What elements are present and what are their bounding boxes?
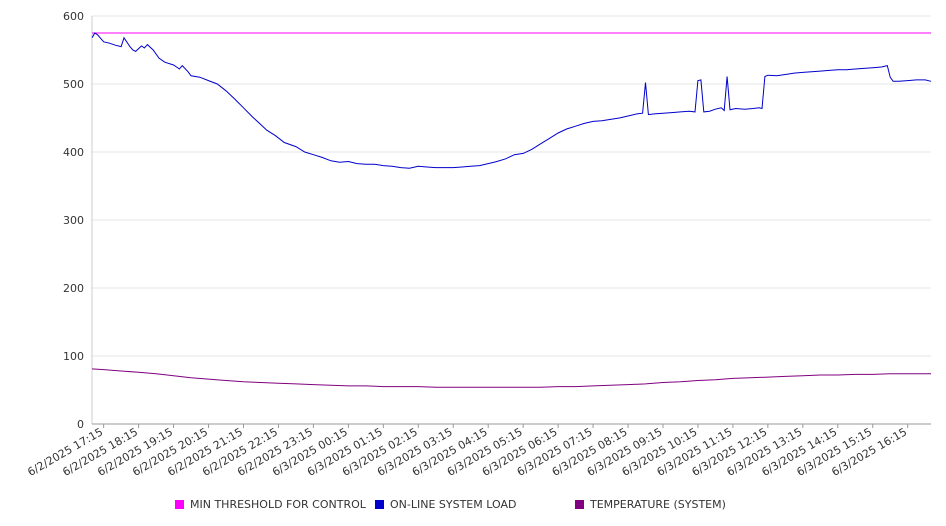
y-tick-label: 600 [63,10,84,23]
y-tick-label: 0 [77,418,84,431]
y-tick-label: 400 [63,146,84,159]
legend-swatch-system-load [375,500,384,509]
series-lines [91,32,932,388]
legend: MIN THRESHOLD FOR CONTROL ON-LINE SYSTEM… [0,498,946,514]
legend-swatch-temperature [575,500,584,509]
legend-label-system-load: ON-LINE SYSTEM LOAD [390,498,517,511]
series-line-temperature [91,368,931,388]
legend-label-threshold: MIN THRESHOLD FOR CONTROL [190,498,366,511]
legend-item-threshold: MIN THRESHOLD FOR CONTROL [175,498,366,511]
y-tick-label: 300 [63,214,84,227]
gridlines [92,15,931,357]
x-tick-labels: 6/2/2025 17:156/2/2025 18:156/2/2025 19:… [25,425,909,479]
legend-label-temperature: TEMPERATURE (SYSTEM) [590,498,726,511]
y-tick-label: 500 [63,78,84,91]
y-tick-label: 100 [63,350,84,363]
series-line-system-load [91,32,932,169]
legend-item-system-load: ON-LINE SYSTEM LOAD [375,498,516,511]
legend-item-temperature: TEMPERATURE (SYSTEM) [575,498,726,511]
y-tick-labels: 0 100 200 300 400 500 600 [63,10,84,431]
y-tick-label: 200 [63,282,84,295]
legend-swatch-threshold [175,500,184,509]
axes [91,16,931,428]
